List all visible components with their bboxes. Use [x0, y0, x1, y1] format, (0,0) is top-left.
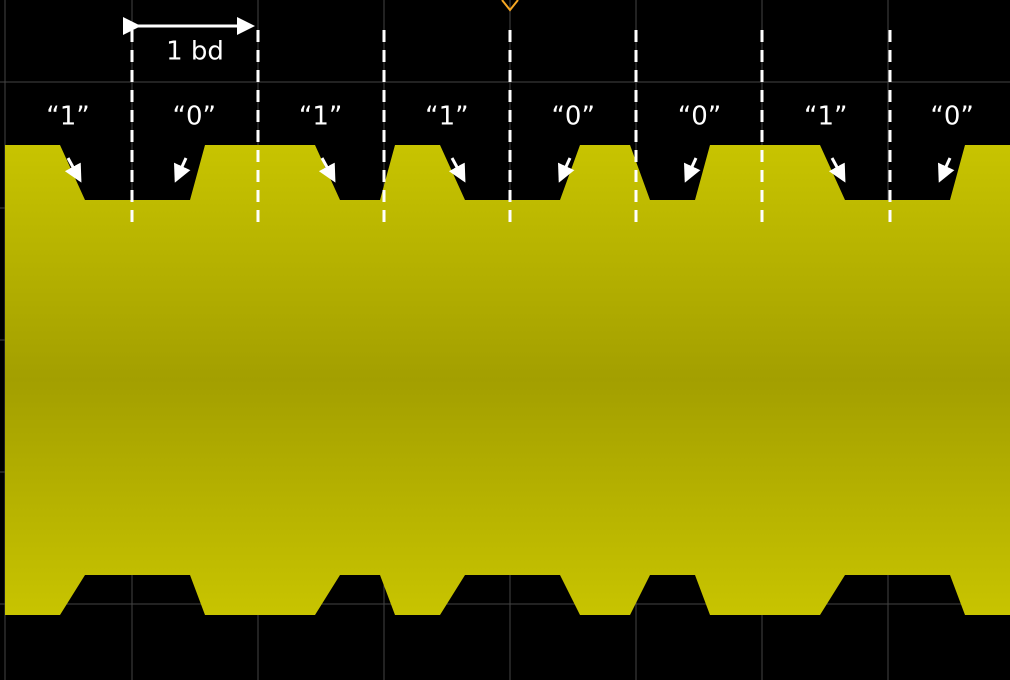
bit-label: “1”	[299, 102, 342, 132]
trigger-marker	[501, 0, 519, 12]
bit-label: “0”	[173, 102, 216, 132]
bit-label: “0”	[930, 102, 973, 132]
bit-label: “0”	[551, 102, 594, 132]
bit-label: “1”	[804, 102, 847, 132]
bit-boundaries	[130, 30, 892, 228]
bit-label: “0”	[678, 102, 721, 132]
waveform	[5, 145, 1010, 615]
bit-label: “1”	[46, 102, 89, 132]
bit-label: “1”	[425, 102, 468, 132]
transition-arrows	[64, 157, 955, 183]
baud-label: 1 bd	[166, 37, 224, 67]
